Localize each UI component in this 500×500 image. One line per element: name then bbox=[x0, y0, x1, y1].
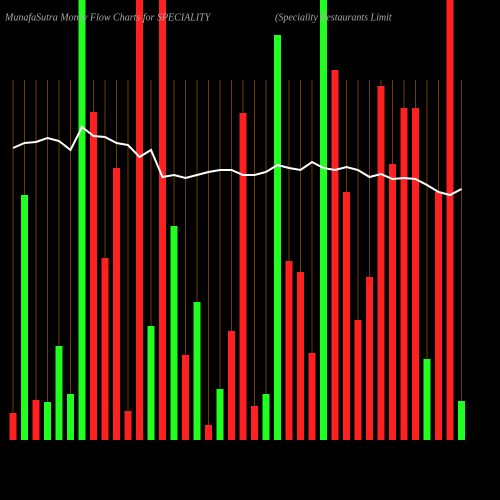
bar bbox=[90, 112, 97, 440]
bar bbox=[320, 0, 327, 440]
bar bbox=[159, 0, 166, 440]
bar bbox=[67, 394, 74, 440]
bar bbox=[21, 195, 28, 440]
bar bbox=[78, 0, 86, 440]
bar bbox=[251, 406, 258, 440]
bar bbox=[124, 411, 132, 440]
bar bbox=[55, 346, 63, 440]
bar bbox=[366, 277, 373, 440]
bar bbox=[297, 272, 304, 440]
bar bbox=[228, 331, 235, 440]
bar bbox=[377, 86, 385, 440]
bar bbox=[400, 108, 408, 440]
price-line bbox=[12, 125, 462, 197]
bar bbox=[136, 0, 143, 440]
chart-subtitle: (Speciality Restaurants Limit bbox=[275, 12, 392, 23]
bar bbox=[239, 113, 247, 440]
lines bbox=[12, 125, 462, 197]
bar bbox=[354, 320, 362, 440]
bar bbox=[113, 168, 120, 440]
bar bbox=[331, 70, 339, 440]
bar bbox=[262, 394, 270, 440]
bar bbox=[446, 0, 454, 440]
bar bbox=[308, 353, 316, 440]
bar bbox=[44, 402, 51, 440]
bar bbox=[285, 261, 293, 440]
bar bbox=[216, 389, 224, 440]
bar bbox=[147, 326, 155, 440]
bar bbox=[412, 108, 419, 440]
bar bbox=[193, 302, 201, 440]
bar bbox=[458, 401, 465, 440]
chart-title: MunafaSutra Money Flow Charts for SPECIA… bbox=[4, 12, 212, 23]
bars bbox=[9, 0, 465, 440]
bar bbox=[101, 258, 109, 440]
bar bbox=[389, 164, 396, 440]
bar bbox=[435, 192, 442, 440]
bar bbox=[32, 400, 40, 440]
bar bbox=[9, 413, 17, 440]
bar bbox=[423, 359, 431, 440]
bar bbox=[182, 355, 189, 440]
bar bbox=[343, 192, 350, 440]
bar bbox=[170, 226, 178, 440]
bar bbox=[274, 35, 281, 440]
bar bbox=[205, 425, 212, 440]
